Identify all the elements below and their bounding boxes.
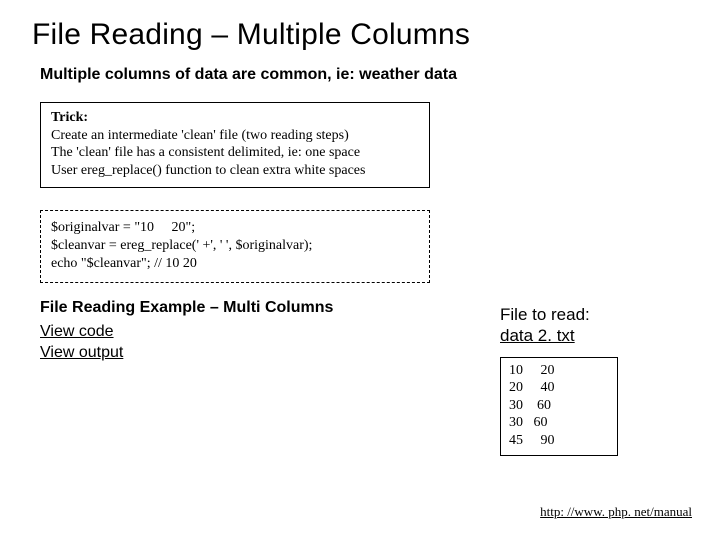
trick-line-1: Create an intermediate 'clean' file (two… xyxy=(51,128,349,143)
view-output-link[interactable]: View output xyxy=(40,344,123,361)
data-file-link[interactable]: data 2. txt xyxy=(500,326,575,345)
file-to-read-label: File to read: xyxy=(500,305,590,324)
view-code-link[interactable]: View code xyxy=(40,323,114,340)
data-box: 10 20 20 40 30 60 30 60 45 90 xyxy=(500,357,618,457)
trick-line-2: The 'clean' file has a consistent delimi… xyxy=(51,145,360,160)
footer-manual-link[interactable]: http: //www. php. net/manual xyxy=(540,504,692,520)
code-box: $originalvar = "10 20"; $cleanvar = ereg… xyxy=(40,210,430,283)
trick-label: Trick: xyxy=(51,110,88,125)
trick-line-3: User ereg_replace() function to clean ex… xyxy=(51,163,365,178)
slide-subtitle: Multiple columns of data are common, ie:… xyxy=(40,66,688,84)
trick-box: Trick: Create an intermediate 'clean' fi… xyxy=(40,102,430,188)
file-section: File to read: data 2. txt 10 20 20 40 30… xyxy=(500,304,680,456)
slide-title: File Reading – Multiple Columns xyxy=(32,18,688,52)
